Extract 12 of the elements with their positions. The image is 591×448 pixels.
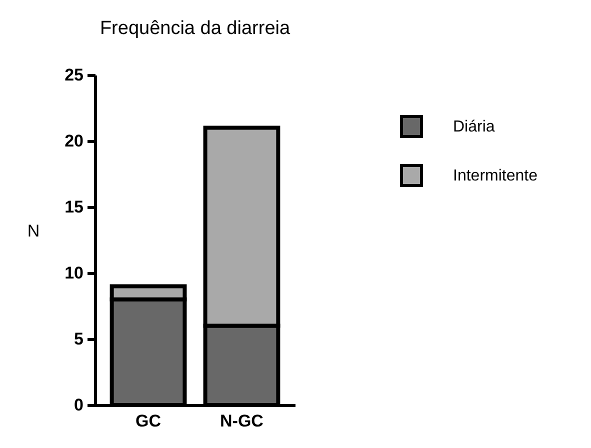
y-tick-label: 5 xyxy=(74,330,84,348)
y-tick-label: 15 xyxy=(64,198,84,216)
x-tick-label: GC xyxy=(136,412,162,430)
y-axis-title: N xyxy=(27,222,40,240)
y-tick-label: 25 xyxy=(64,66,84,84)
legend-label: Diária xyxy=(453,118,495,136)
legend-label: Intermitente xyxy=(453,168,538,184)
y-tick-label: 0 xyxy=(74,396,84,414)
y-tick-label: 10 xyxy=(64,264,84,282)
chart-title: Frequência da diarreia xyxy=(100,18,290,39)
y-tick-label: 20 xyxy=(64,132,84,150)
x-tick-label: N-GC xyxy=(220,412,264,430)
